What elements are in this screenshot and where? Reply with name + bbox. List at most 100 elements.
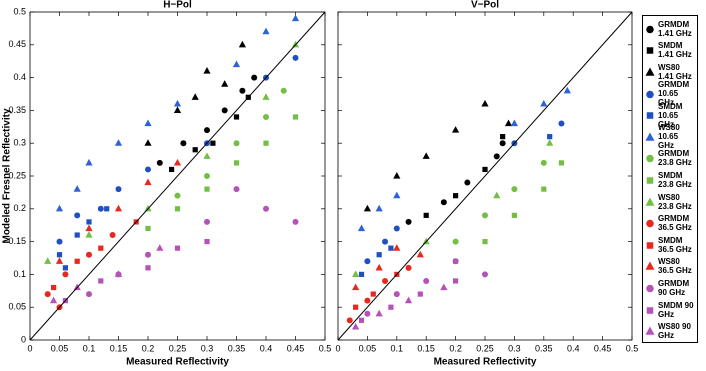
point	[440, 199, 447, 206]
point	[646, 284, 654, 293]
point	[393, 172, 401, 179]
point	[263, 113, 269, 120]
legend-label: SMDM 1.41 GHz	[658, 41, 692, 60]
point	[55, 204, 64, 212]
point	[204, 173, 210, 179]
point	[357, 224, 366, 232]
point	[98, 245, 104, 251]
point	[221, 80, 229, 87]
legend: GRMDM 1.41 GHz SMDM 1.41 GHz WS80 1.41 GHz…	[642, 15, 698, 343]
point	[352, 322, 360, 330]
one-to-one-line	[29, 11, 326, 341]
point	[364, 297, 371, 304]
point	[510, 119, 518, 127]
point	[646, 177, 654, 184]
legend-label: GRMDM 90 GHz	[658, 278, 690, 297]
point	[192, 147, 198, 153]
legend-marker	[646, 112, 654, 119]
point	[452, 126, 460, 133]
point	[62, 271, 69, 278]
point	[50, 296, 58, 304]
x-axis-label: Measured Reflectivity	[126, 357, 229, 368]
point	[482, 166, 488, 173]
legend-marker	[645, 261, 655, 271]
legend-entry: SMDM 23.8 GHz	[644, 169, 696, 191]
x-tick-label: 0	[27, 343, 32, 353]
point	[646, 47, 654, 55]
point	[233, 140, 240, 147]
point	[292, 54, 299, 61]
x-tick-label: 0.1	[83, 343, 96, 353]
point	[375, 204, 383, 212]
point	[493, 191, 501, 199]
point	[563, 86, 571, 94]
x-tick-label: 0.5	[626, 343, 639, 353]
legend-label: GRMDM 36.5 GHz	[658, 214, 692, 233]
point	[86, 251, 92, 258]
point	[453, 193, 459, 199]
x-tick-label: 0.4	[567, 343, 580, 353]
legend-label: WS80 10.65 GHz	[658, 123, 680, 151]
point	[376, 252, 382, 258]
y-tick-label: 0.45	[8, 39, 26, 49]
point	[422, 152, 430, 159]
point	[440, 283, 448, 291]
legend-label: SMDM 90 GHz	[658, 300, 694, 319]
y-tick-label: 0.3	[13, 138, 26, 148]
point	[74, 212, 81, 219]
point	[540, 159, 547, 166]
point	[203, 67, 211, 74]
point	[238, 40, 246, 48]
point	[645, 132, 655, 141]
point	[646, 112, 654, 119]
point	[263, 205, 269, 212]
point	[263, 140, 269, 146]
point	[97, 205, 104, 212]
point	[169, 166, 175, 173]
y-tick-label: 0.35	[8, 105, 26, 115]
x-tick-label: 0.2	[142, 343, 155, 353]
point	[388, 304, 394, 310]
point	[114, 204, 123, 212]
y-tick-label: 0.25	[8, 170, 26, 180]
point	[645, 197, 655, 206]
point	[645, 326, 655, 335]
point	[262, 27, 270, 35]
point	[115, 186, 122, 193]
point	[173, 158, 182, 166]
point	[511, 186, 518, 193]
point	[493, 153, 500, 160]
point	[404, 296, 413, 304]
legend-label: SMDM 10.65 GHz	[658, 101, 683, 129]
point	[547, 134, 553, 140]
point	[364, 258, 371, 265]
point	[482, 239, 488, 245]
x-tick-label: 0.2	[449, 343, 462, 353]
point	[204, 186, 210, 192]
point	[174, 192, 181, 199]
y-tick-label: 0	[21, 334, 26, 344]
x-tick-label: 0.35	[535, 343, 553, 353]
point	[191, 93, 199, 100]
point	[114, 139, 123, 146]
point	[405, 218, 412, 225]
y-axis-label: Modeled Fresnel Reflectivity	[2, 108, 13, 243]
point	[180, 140, 187, 147]
legend-label: SMDM 36.5 GHz	[658, 235, 692, 254]
point	[204, 239, 210, 245]
point	[232, 60, 241, 68]
point	[292, 114, 299, 120]
point	[85, 224, 93, 232]
point	[646, 219, 654, 228]
point	[233, 160, 240, 166]
point	[262, 93, 270, 100]
x-tick-label: 0.25	[476, 343, 494, 353]
one-to-one-line	[337, 11, 633, 341]
point	[144, 119, 152, 127]
legend-marker	[646, 219, 654, 228]
x-tick-label: 0.3	[508, 343, 521, 353]
legend-entry: GRMDM 10.65 GHz	[644, 80, 696, 107]
legend-entry: WS80 36.5 GHz	[644, 256, 696, 278]
point	[645, 261, 655, 271]
